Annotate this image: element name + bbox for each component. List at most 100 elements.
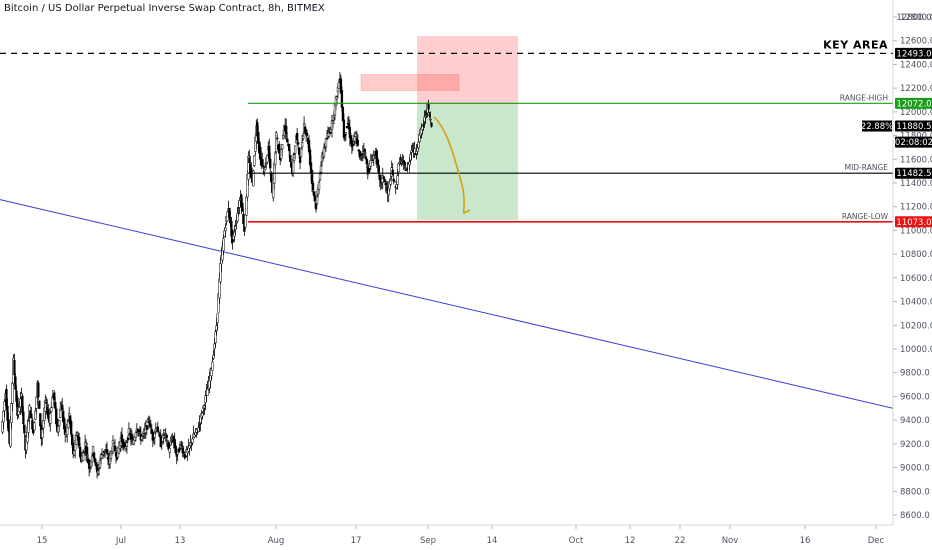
price-badge-bg — [895, 97, 932, 109]
time-axis[interactable]: 15 Jul 13 Aug 17 Sep 14 Oct 12 22 Nov 16 Dec — [0, 524, 893, 546]
price-badge: 02:08:02 — [895, 138, 932, 148]
candle-body — [160, 443, 163, 445]
time-tick-label: Aug — [268, 536, 285, 546]
price-tick-label: 10400.0 — [900, 298, 932, 308]
candle-body — [417, 141, 420, 149]
candle-body — [275, 132, 278, 152]
price-axis[interactable]: 12800.0 12600.0 12400.0 12200.0 12000.0 11800… — [861, 0, 932, 525]
price-badge-bg — [895, 47, 932, 59]
price-badge: 12800.0 — [896, 13, 931, 23]
candle-body — [53, 392, 56, 401]
candle-body — [313, 195, 317, 201]
candle-body — [344, 132, 348, 135]
price-tick-label: 9400.0 — [900, 416, 930, 426]
candle-body — [51, 397, 54, 408]
price-tick-label: 10200.0 — [900, 321, 932, 331]
candle-body — [90, 455, 94, 463]
candle-body — [301, 135, 305, 139]
range-low-label: RANGE-LOW — [842, 212, 889, 221]
candle-body — [363, 149, 366, 152]
price-tick-label: 9600.0 — [900, 392, 930, 402]
candle-body — [226, 211, 229, 222]
candle-body — [224, 227, 227, 232]
candle-body — [50, 407, 53, 412]
reward-zone — [417, 103, 518, 220]
price-tick-label: 9800.0 — [900, 369, 930, 379]
price-badge: 11880.5 — [896, 122, 931, 132]
candle-body — [252, 170, 255, 187]
risk-zone — [417, 35, 518, 104]
candle-body — [178, 447, 181, 451]
candle-body — [214, 331, 217, 344]
candle-body — [3, 401, 6, 411]
candle-body — [58, 420, 61, 427]
candle-body — [81, 452, 85, 462]
candle-body — [27, 420, 30, 433]
candle-body — [356, 140, 359, 146]
candle-body — [49, 413, 52, 424]
candle-body — [295, 132, 299, 141]
price-tick-label: 11400.0 — [900, 179, 932, 189]
price-badge: 12072.0 — [896, 99, 931, 109]
candle-body — [222, 238, 225, 251]
candle-body — [168, 448, 171, 453]
candle-body — [216, 313, 219, 324]
mid-range-label: MID-RANGE — [845, 163, 889, 172]
candle-body — [211, 361, 214, 371]
candle-body — [13, 359, 16, 376]
candle-body — [281, 144, 284, 150]
price-badge: 11482.5 — [896, 169, 931, 179]
candle-body — [23, 424, 26, 434]
candle-body — [296, 142, 300, 145]
price-tick-label: 8800.0 — [900, 487, 930, 497]
price-tick-label: 9200.0 — [900, 440, 930, 450]
candle-body — [413, 148, 416, 154]
projection-arrow[interactable] — [433, 116, 471, 215]
candle-body — [70, 421, 73, 435]
candle-body — [11, 382, 14, 404]
candle-body — [350, 139, 354, 148]
candle-body — [153, 433, 156, 438]
candle-body — [340, 89, 344, 108]
price-tick-label: 12200.0 — [900, 84, 932, 94]
candle-body — [191, 438, 194, 444]
key-area-label: KEY AREA — [823, 38, 888, 51]
candle-body — [38, 400, 41, 409]
time-tick-label: 22 — [675, 536, 686, 546]
time-tick-label: Jul — [115, 536, 126, 546]
candle-body — [241, 202, 244, 212]
price-badge: 12493.0 — [896, 49, 931, 59]
position-pct: 22.88% — [861, 122, 893, 132]
horizontal-levels[interactable]: KEY AREA RANGE-HIGH MID-RANGE RANGE-LOW — [0, 38, 893, 223]
time-tick-label: Sep — [420, 536, 436, 546]
price-tick-label: 12400.0 — [900, 60, 932, 70]
candle-body — [242, 214, 245, 225]
candle-body — [37, 382, 40, 398]
position-pct-bg — [862, 120, 892, 132]
trendline[interactable] — [0, 199, 894, 409]
candle-body — [391, 169, 394, 175]
candle-body — [269, 158, 272, 169]
price-tick-label: 10800.0 — [900, 250, 932, 260]
candle-body — [34, 410, 37, 420]
candle-body — [134, 432, 138, 438]
candle-body — [288, 143, 291, 152]
price-tick-label: 11000.0 — [900, 226, 932, 236]
time-tick-label: Dec — [868, 536, 885, 546]
price-badge-bg — [895, 120, 932, 132]
short-position-tool[interactable] — [360, 35, 518, 220]
candle-body — [244, 213, 247, 228]
time-tick-label: 15 — [37, 536, 48, 546]
candle-body — [92, 452, 96, 459]
candle-body — [315, 196, 319, 205]
candle-body — [393, 181, 396, 183]
price-tick-label: 12000.0 — [900, 108, 932, 118]
candle-body — [293, 145, 297, 154]
candle-body — [274, 152, 277, 165]
candle-body — [276, 137, 279, 140]
candle-body — [54, 402, 57, 409]
candle-body — [285, 125, 288, 135]
time-tick-label: 17 — [351, 536, 362, 546]
candle-body — [236, 213, 239, 222]
